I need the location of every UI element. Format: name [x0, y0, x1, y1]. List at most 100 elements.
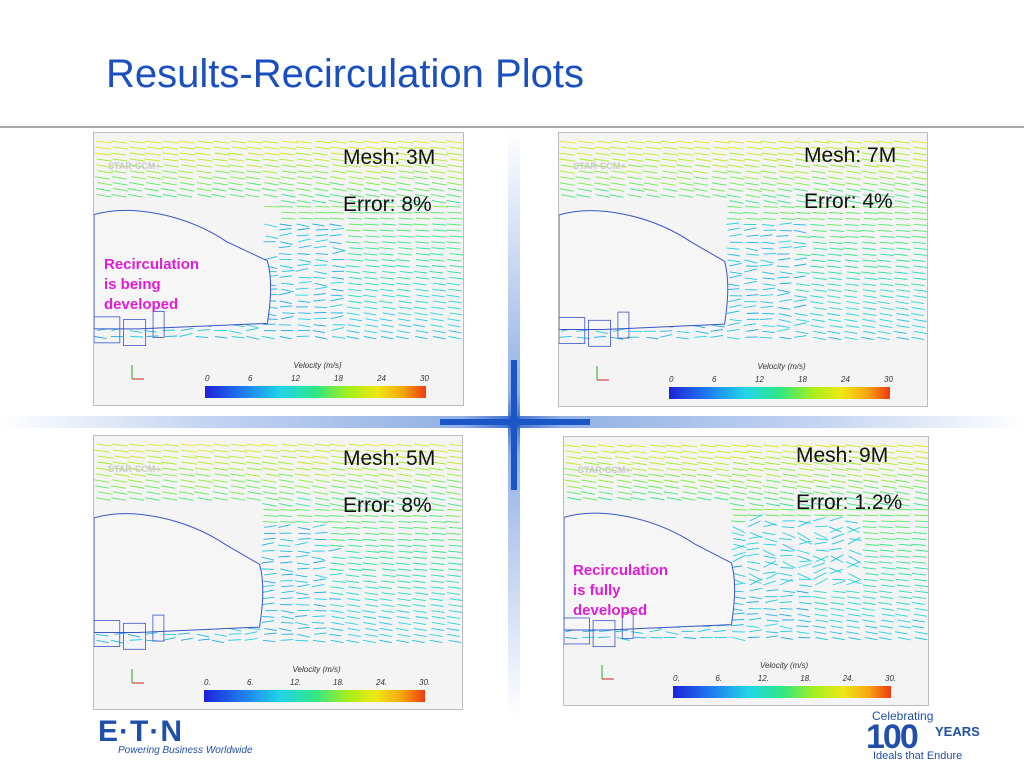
- velocity-vector: [228, 330, 242, 334]
- velocity-vector: [213, 182, 228, 186]
- velocity-vector: [749, 587, 763, 592]
- velocity-vector: [312, 152, 328, 156]
- velocity-vector: [877, 277, 892, 280]
- velocity-vector: [413, 205, 429, 208]
- velocity-vector: [611, 336, 624, 340]
- velocity-vector: [349, 211, 364, 214]
- velocity-vector: [382, 188, 397, 192]
- velocity-vector: [431, 461, 447, 465]
- velocity-vector: [665, 444, 682, 448]
- velocity-vector: [298, 211, 314, 214]
- eaton-logo: E·T·N: [98, 715, 183, 748]
- velocity-vector: [610, 152, 627, 156]
- velocity-vector: [313, 188, 329, 192]
- velocity-vector: [211, 193, 226, 198]
- velocity-vector: [764, 491, 780, 495]
- velocity-vector: [726, 222, 740, 225]
- velocity-vector: [297, 263, 311, 266]
- velocity-vector: [297, 497, 312, 501]
- velocity-vector: [629, 182, 644, 186]
- velocity-vector: [730, 624, 744, 627]
- velocity-vector: [814, 467, 831, 472]
- velocity-vector: [898, 572, 912, 576]
- velocity-vector: [330, 176, 346, 180]
- velocity-vector: [794, 257, 808, 261]
- velocity-vector: [379, 550, 394, 553]
- velocity-vector: [863, 313, 877, 317]
- velocity-vector: [863, 200, 878, 204]
- velocity-vector: [915, 456, 928, 459]
- velocity-vector: [676, 164, 692, 168]
- velocity-vector: [329, 193, 345, 198]
- velocity-vector: [846, 170, 862, 174]
- velocity-vector: [331, 556, 346, 559]
- velocity-vector: [279, 152, 296, 156]
- velocity-vector: [281, 164, 297, 168]
- velocity-vector: [911, 164, 927, 168]
- velocity-vector: [779, 222, 793, 225]
- velocity-vector: [197, 158, 213, 162]
- velocity-vector: [311, 485, 327, 489]
- velocity-vector: [296, 158, 313, 162]
- velocity-vector: [364, 330, 378, 334]
- velocity-vector: [448, 497, 462, 501]
- velocity-vector: [861, 607, 876, 611]
- velocity-vector: [911, 182, 926, 186]
- error-label: Error: 8%: [343, 193, 432, 216]
- velocity-vector: [744, 280, 757, 285]
- velocity-vector: [380, 205, 396, 208]
- velocity-vector: [395, 562, 410, 565]
- velocity-vector: [896, 584, 911, 588]
- velocity-vector: [297, 550, 311, 554]
- velocity-vector: [147, 443, 164, 447]
- velocity-vector: [895, 301, 909, 305]
- velocity-vector: [313, 324, 326, 327]
- velocity-vector: [396, 503, 411, 507]
- velocity-vector: [396, 473, 413, 477]
- velocity-vector: [912, 241, 927, 244]
- velocity-vector: [848, 456, 865, 460]
- velocity-vector: [794, 313, 808, 316]
- velocity-vector: [616, 485, 632, 489]
- velocity-vector: [628, 164, 644, 168]
- velocity-vector: [296, 562, 310, 566]
- velocity-vector: [676, 176, 692, 180]
- velocity-vector: [650, 444, 666, 448]
- velocity-vector: [913, 146, 927, 150]
- velocity-vector: [430, 491, 445, 495]
- velocity-vector: [878, 602, 892, 605]
- velocity-vector: [760, 170, 776, 174]
- velocity-vector: [877, 217, 893, 220]
- velocity-vector: [864, 444, 882, 448]
- velocity-vector: [397, 318, 411, 322]
- velocity-vector: [379, 253, 394, 256]
- velocity-vector: [298, 276, 312, 279]
- velocity-vector: [146, 491, 161, 495]
- velocity-vector: [162, 152, 179, 156]
- velocity-vector: [746, 217, 762, 220]
- velocity-vector: [793, 241, 807, 245]
- velocity-vector: [793, 229, 807, 234]
- velocity-vector: [110, 639, 124, 644]
- nozzle-body-shape: [94, 209, 272, 330]
- velocity-colorbar: [673, 686, 891, 698]
- velocity-vector: [913, 265, 927, 268]
- velocity-vector: [399, 199, 414, 204]
- velocity-vector: [445, 580, 459, 584]
- velocity-vector: [811, 176, 827, 180]
- velocity-vector: [264, 627, 277, 631]
- velocity-vector: [844, 235, 859, 238]
- velocity-vector: [94, 479, 110, 483]
- velocity-vector: [879, 549, 894, 552]
- velocity-vector: [397, 556, 412, 559]
- velocity-vector: [315, 503, 330, 507]
- velocity-vector: [228, 164, 244, 168]
- velocity-vector: [415, 164, 431, 168]
- velocity-vector: [278, 182, 294, 186]
- velocity-vector: [793, 299, 807, 303]
- velocity-vector: [432, 330, 446, 334]
- velocity-vector: [763, 212, 778, 214]
- velocity-vector: [795, 289, 810, 293]
- velocity-vector: [766, 479, 781, 483]
- velocity-vector: [746, 625, 760, 628]
